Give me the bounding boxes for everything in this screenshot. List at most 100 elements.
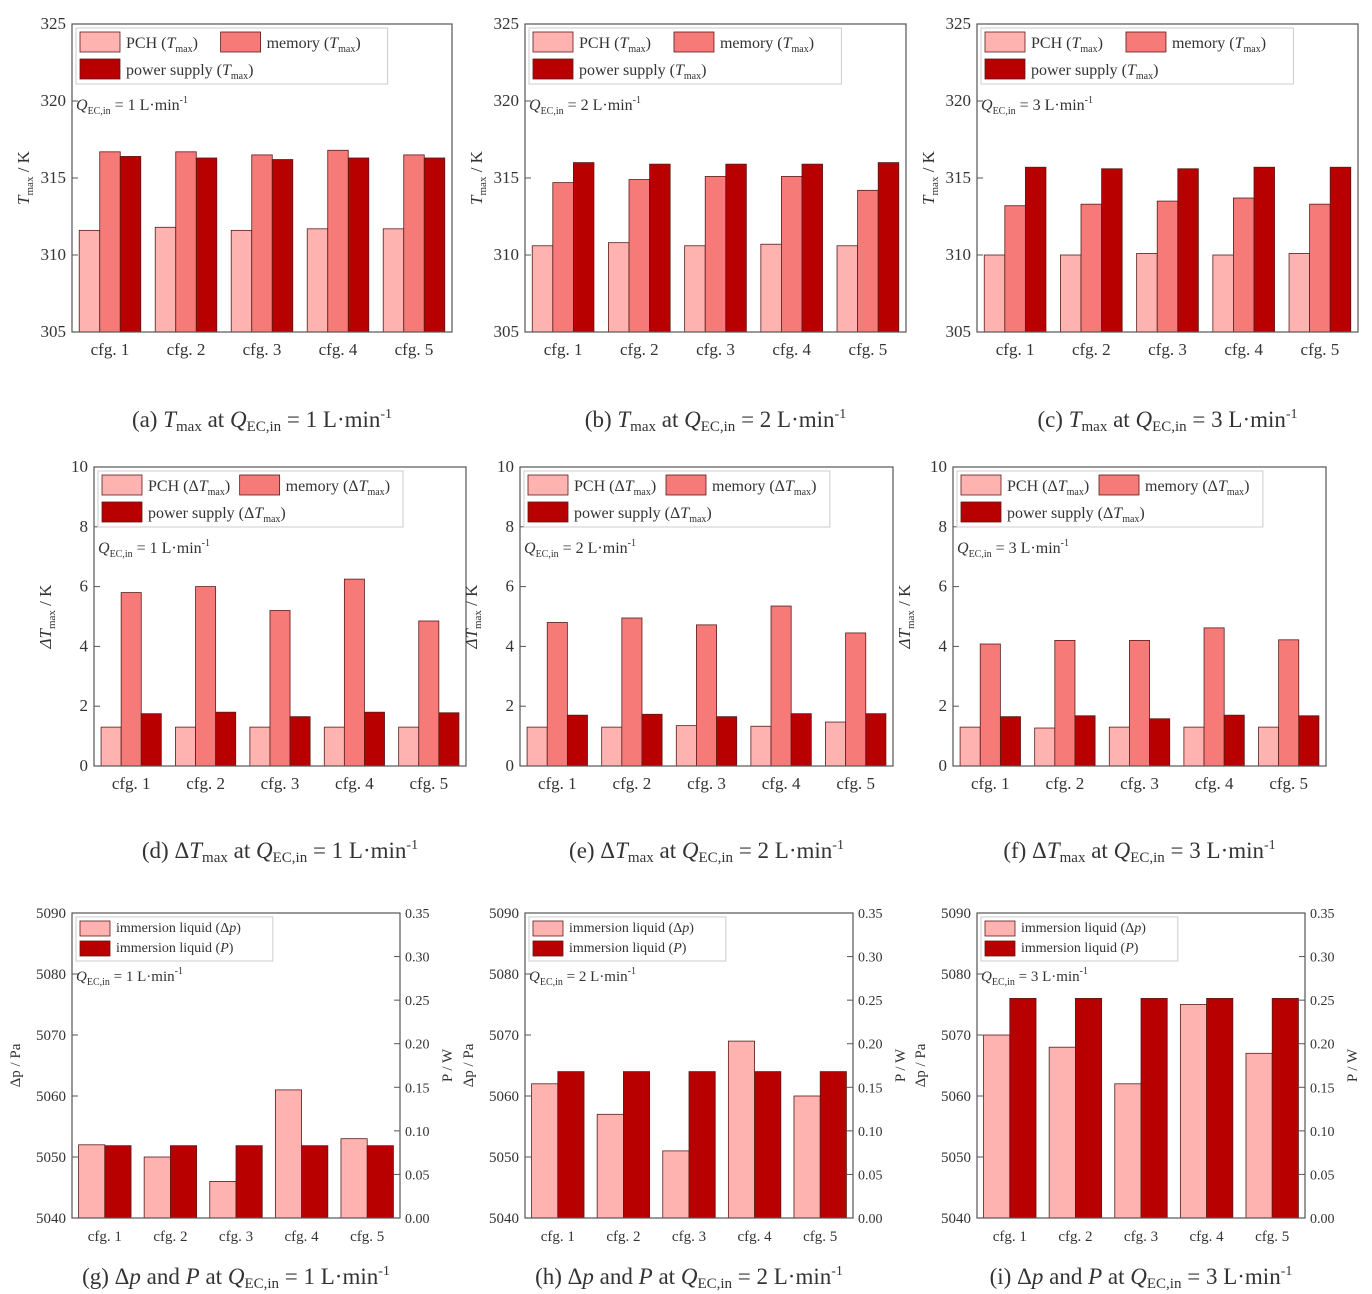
y-right-tick-label: 0.00 xyxy=(858,1212,883,1227)
legend-label: immersion liquid (P) xyxy=(116,941,234,956)
bar-memory-tmax- xyxy=(1004,205,1026,333)
y-tick-label: 320 xyxy=(494,91,520,110)
legend-swatch xyxy=(532,31,574,53)
y-tick-label: 6 xyxy=(939,577,948,596)
bar-power-supply-tmax- xyxy=(1329,166,1352,333)
legend-swatch xyxy=(220,31,262,53)
bar-power-supply-tmax- xyxy=(1298,715,1320,767)
bar-memory-tmax- xyxy=(403,154,425,333)
y-tick-label: 5050 xyxy=(941,1150,971,1166)
bar-pch-tmax- xyxy=(154,226,177,333)
bar-power-supply-tmax- xyxy=(865,713,887,767)
x-tick-label: cfg. 2 xyxy=(613,774,652,793)
y-tick-label: 5080 xyxy=(489,967,519,983)
bar-power-supply-tmax- xyxy=(1149,718,1171,767)
y-axis-label-right: P / W xyxy=(1345,1048,1361,1082)
y-right-tick-label: 0.00 xyxy=(405,1212,430,1227)
bar-immersion-liquid-p- xyxy=(274,1089,302,1219)
bar-power-supply-tmax- xyxy=(649,163,671,333)
caption: (f) ΔTmax at QEC,in = 3 L·min-1 xyxy=(1003,838,1275,866)
y-right-tick-label: 0.05 xyxy=(1310,1168,1335,1183)
bar-power-supply-tmax- xyxy=(1223,714,1245,767)
caption: (b) Tmax at QEC,in = 2 L·min-1 xyxy=(585,407,846,435)
x-tick-label: cfg. 1 xyxy=(544,340,583,359)
bar-power-supply-tmax- xyxy=(271,159,294,333)
legend-label: immersion liquid (Δp) xyxy=(116,921,241,936)
x-tick-label: cfg. 5 xyxy=(849,340,888,359)
chart-g: cfg. 1 cfg. 2 cfg. 3 cfg. 4 cfg. 5 5040 5050 50… xyxy=(8,906,456,1292)
bar-immersion-liquid-p- xyxy=(169,1145,198,1219)
legend-swatch xyxy=(673,31,715,53)
bar-memory-tmax- xyxy=(195,586,217,767)
bar-pch-tmax- xyxy=(836,245,859,333)
legend-label: memory (ΔTmax) xyxy=(1145,478,1249,498)
bar-memory-tmax- xyxy=(546,622,568,767)
y-tick-label: 0 xyxy=(506,756,515,775)
y-right-tick-label: 0.25 xyxy=(858,994,883,1009)
flow-annotation: QEC,in = 2 L·min-1 xyxy=(529,95,641,117)
x-tick-label: cfg. 1 xyxy=(971,774,1010,793)
bar-power-supply-tmax- xyxy=(347,157,370,333)
legend-label: memory (ΔTmax) xyxy=(286,478,390,498)
y-tick-label: 4 xyxy=(939,636,948,655)
x-tick-label: cfg. 2 xyxy=(606,1229,640,1245)
y-tick-label: 320 xyxy=(41,91,67,110)
x-tick-label: cfg. 1 xyxy=(538,774,577,793)
y-tick-label: 10 xyxy=(71,457,88,476)
y-right-tick-label: 0.35 xyxy=(858,907,883,922)
plot-frame xyxy=(952,466,1327,767)
bar-pch-tmax- xyxy=(825,721,847,767)
x-tick-label: cfg. 4 xyxy=(738,1229,773,1245)
bar-immersion-liquid-p- xyxy=(557,1071,585,1219)
chart-h: cfg. 1 cfg. 2 cfg. 3 cfg. 4 cfg. 5 5040 5050 50… xyxy=(461,906,909,1292)
y-tick-label: 305 xyxy=(494,322,520,341)
y-tick-label: 5040 xyxy=(36,1211,66,1227)
y-axis-label: Tmax / K xyxy=(919,150,941,205)
bar-pch-tmax- xyxy=(230,229,253,333)
bar-immersion-liquid-p- xyxy=(662,1150,690,1219)
bar-pch-tmax- xyxy=(382,228,405,333)
bar-immersion-liquid-p- xyxy=(754,1071,782,1219)
x-tick-label: cfg. 3 xyxy=(672,1229,706,1245)
y-right-tick-label: 0.05 xyxy=(405,1168,430,1183)
y-tick-label: 310 xyxy=(41,245,67,264)
flow-annotation: QEC,in = 2 L·min-1 xyxy=(524,538,636,560)
bar-power-supply-tmax- xyxy=(877,162,900,333)
y-tick-label: 310 xyxy=(946,245,972,264)
bar-power-supply-tmax- xyxy=(438,712,460,767)
bar-memory-tmax- xyxy=(418,620,440,767)
bar-memory-tmax- xyxy=(99,151,121,333)
bar-power-supply-tmax- xyxy=(801,163,823,333)
bar-power-supply-tmax- xyxy=(423,157,446,333)
y-tick-label: 325 xyxy=(494,14,520,33)
bar-power-supply-tmax- xyxy=(1177,168,1199,333)
y-axis-label: ΔTmax / K xyxy=(895,584,917,650)
legend-label: memory (ΔTmax) xyxy=(712,478,816,498)
bar-power-supply-tmax- xyxy=(999,716,1021,767)
bar-memory-tmax- xyxy=(781,176,803,333)
legend-swatch xyxy=(960,501,1002,523)
y-axis-label: Tmax / K xyxy=(467,150,489,205)
plot-frame xyxy=(519,466,894,767)
flow-annotation: QEC,in = 2 L·min-1 xyxy=(529,966,636,988)
legend-swatch xyxy=(101,501,143,523)
flow-annotation: QEC,in = 1 L·min-1 xyxy=(76,966,183,988)
bar-pch-tmax- xyxy=(526,726,548,767)
bar-immersion-liquid-p- xyxy=(143,1156,171,1219)
bar-memory-tmax- xyxy=(1233,197,1255,333)
y-tick-label: 5080 xyxy=(36,967,66,983)
legend-swatch xyxy=(984,58,1026,80)
bar-pch-tmax- xyxy=(601,726,623,767)
legend-label: memory (Tmax) xyxy=(720,35,814,55)
bar-pch-tmax- xyxy=(1060,254,1082,333)
bar-memory-tmax- xyxy=(704,176,727,333)
bar-pch-tmax- xyxy=(100,726,122,767)
bar-immersion-liquid-p- xyxy=(1206,998,1234,1219)
x-tick-label: cfg. 5 xyxy=(1269,774,1308,793)
chart-e: cfg. 1 cfg. 2 cfg. 3 cfg. 4 cfg. 5 0 2 4 6 8 10 ΔTm… xyxy=(462,457,894,866)
bar-pch-tmax- xyxy=(398,726,420,767)
x-tick-label: cfg. 4 xyxy=(1190,1229,1225,1245)
bar-immersion-liquid-p- xyxy=(1009,998,1037,1219)
bar-power-supply-tmax- xyxy=(725,163,747,333)
chart-d: cfg. 1 cfg. 2 cfg. 3 cfg. 4 cfg. 5 0 2 4 6 8 10 ΔTm… xyxy=(36,457,467,866)
